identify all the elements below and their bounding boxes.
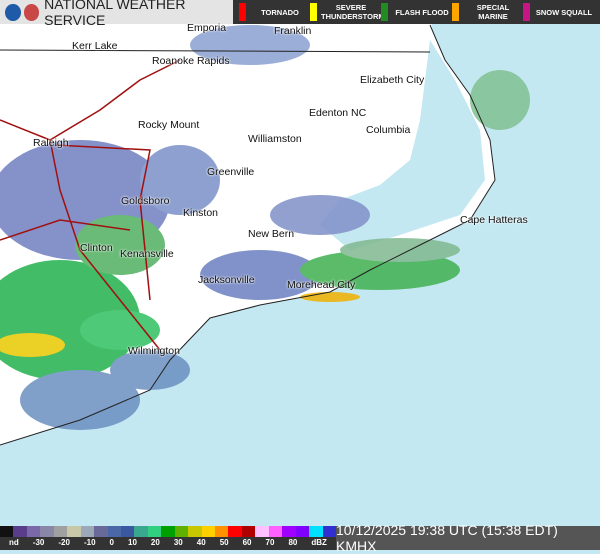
- city-label: Rocky Mount: [138, 119, 200, 131]
- city-label: Kerr Lake: [72, 40, 118, 52]
- warning-label: SNOW SQUALL: [535, 7, 593, 17]
- scale-tick: 40: [196, 538, 206, 547]
- noaa-logo-icon: [5, 3, 21, 21]
- warning-swatch: [310, 3, 317, 21]
- nws-logo-icon: [23, 3, 40, 21]
- scale-swatch: [26, 526, 41, 537]
- scale-tick: nd: [9, 538, 19, 547]
- scale-tick: -30: [32, 538, 45, 547]
- scale-tick: -20: [58, 538, 70, 547]
- scale-swatch: [134, 526, 148, 537]
- city-label: Columbia: [366, 124, 411, 136]
- warning-label: TORNADO: [261, 7, 299, 17]
- header: NATIONAL WEATHER SERVICE TORNADO SEVERE T…: [0, 0, 600, 28]
- scale-swatch: [147, 526, 162, 537]
- city-label: Franklin: [274, 25, 312, 37]
- scale-swatch: [161, 526, 175, 537]
- dbz-scale: nd -30 -20 -10 0 10 20 30 40 50 60 70 80 dBZ: [0, 526, 336, 550]
- scale-swatch: [282, 526, 296, 537]
- city-label: Morehead City: [287, 279, 356, 291]
- scale-tick: 50: [219, 538, 229, 547]
- city-label: Clinton: [80, 242, 113, 254]
- warning-item: TORNADO: [239, 3, 310, 21]
- scale-swatch: [80, 526, 95, 537]
- scale-swatch: [309, 526, 323, 537]
- warning-item: FLASH FLOOD: [381, 3, 452, 21]
- warning-item: SNOW SQUALL: [523, 3, 594, 21]
- city-label: Greenville: [207, 166, 255, 178]
- scale-tick: 60: [242, 538, 252, 547]
- warning-label: SEVERE THUNDERSTORM: [321, 3, 385, 21]
- scale-swatch: [322, 526, 336, 537]
- warning-swatch: [381, 3, 388, 21]
- city-label: Wilmington: [128, 345, 180, 357]
- scale-tick: 10: [128, 538, 137, 547]
- roads: [0, 59, 181, 351]
- scale-swatch: [268, 526, 283, 537]
- warning-swatch: [523, 3, 530, 21]
- scale-swatch: [174, 526, 189, 537]
- city-label: Cape Hatteras: [460, 214, 528, 226]
- scale-swatch: [201, 526, 215, 537]
- warning-label: SPECIAL MARINE: [476, 3, 510, 21]
- scale-swatch: [13, 526, 27, 537]
- scale-swatch: [120, 526, 135, 537]
- scale-tick: 70: [265, 538, 275, 547]
- warning-label: FLASH FLOOD: [395, 7, 449, 17]
- city-label: Jacksonville: [198, 274, 255, 286]
- scale-swatch: [241, 526, 256, 537]
- scale-tick: dBZ: [311, 538, 327, 547]
- scale-tick: -10: [83, 538, 96, 547]
- city-label: Emporia: [187, 22, 227, 34]
- warning-item: SPECIAL MARINE: [452, 3, 523, 21]
- scale-tick: 80: [288, 538, 298, 547]
- scale-swatch: [228, 526, 242, 537]
- scale-swatch: [0, 526, 14, 537]
- city-label: Goldsboro: [121, 195, 170, 207]
- city-label: New Bern: [248, 228, 295, 240]
- city-label: Kinston: [183, 207, 219, 219]
- warning-swatch: [452, 3, 459, 21]
- city-label: Edenton NC: [309, 107, 367, 119]
- scale-swatch: [255, 526, 269, 537]
- scale-swatch: [53, 526, 68, 537]
- city-label: Elizabeth City: [360, 74, 425, 86]
- city-label: Roanoke Rapids: [152, 55, 230, 67]
- scale-tick: 30: [173, 538, 183, 547]
- coastline: [0, 24, 496, 446]
- scale-swatch: [215, 526, 229, 537]
- warning-legend: TORNADO SEVERE THUNDERSTORM FLASH FLOOD SPE…: [233, 0, 600, 24]
- city-label: Williamston: [248, 133, 302, 145]
- scale-swatch: [188, 526, 202, 537]
- timestamp: 10/12/2025 19:38 UTC (15:38 EDT) KMHX: [336, 522, 600, 554]
- scale-swatch: [94, 526, 108, 537]
- scale-tick: 0: [109, 538, 114, 547]
- site-title: NATIONAL WEATHER SERVICE: [44, 0, 186, 28]
- state-line: [0, 49, 431, 53]
- city-label: Raleigh: [33, 137, 69, 149]
- scale-swatch: [40, 526, 54, 537]
- scale-swatch: [67, 526, 81, 537]
- scale-tick: 20: [150, 538, 160, 547]
- scale-swatch: [107, 526, 121, 537]
- city-label: Kenansville: [120, 248, 174, 260]
- radar-echoes: [0, 25, 530, 430]
- scale-swatch: [295, 526, 310, 537]
- footer: nd -30 -20 -10 0 10 20 30 40 50 60 70 80 dBZ 10/12/20…: [0, 522, 600, 554]
- warning-swatch: [239, 3, 246, 21]
- sound: [320, 40, 485, 250]
- warning-item: SEVERE THUNDERSTORM: [310, 3, 385, 21]
